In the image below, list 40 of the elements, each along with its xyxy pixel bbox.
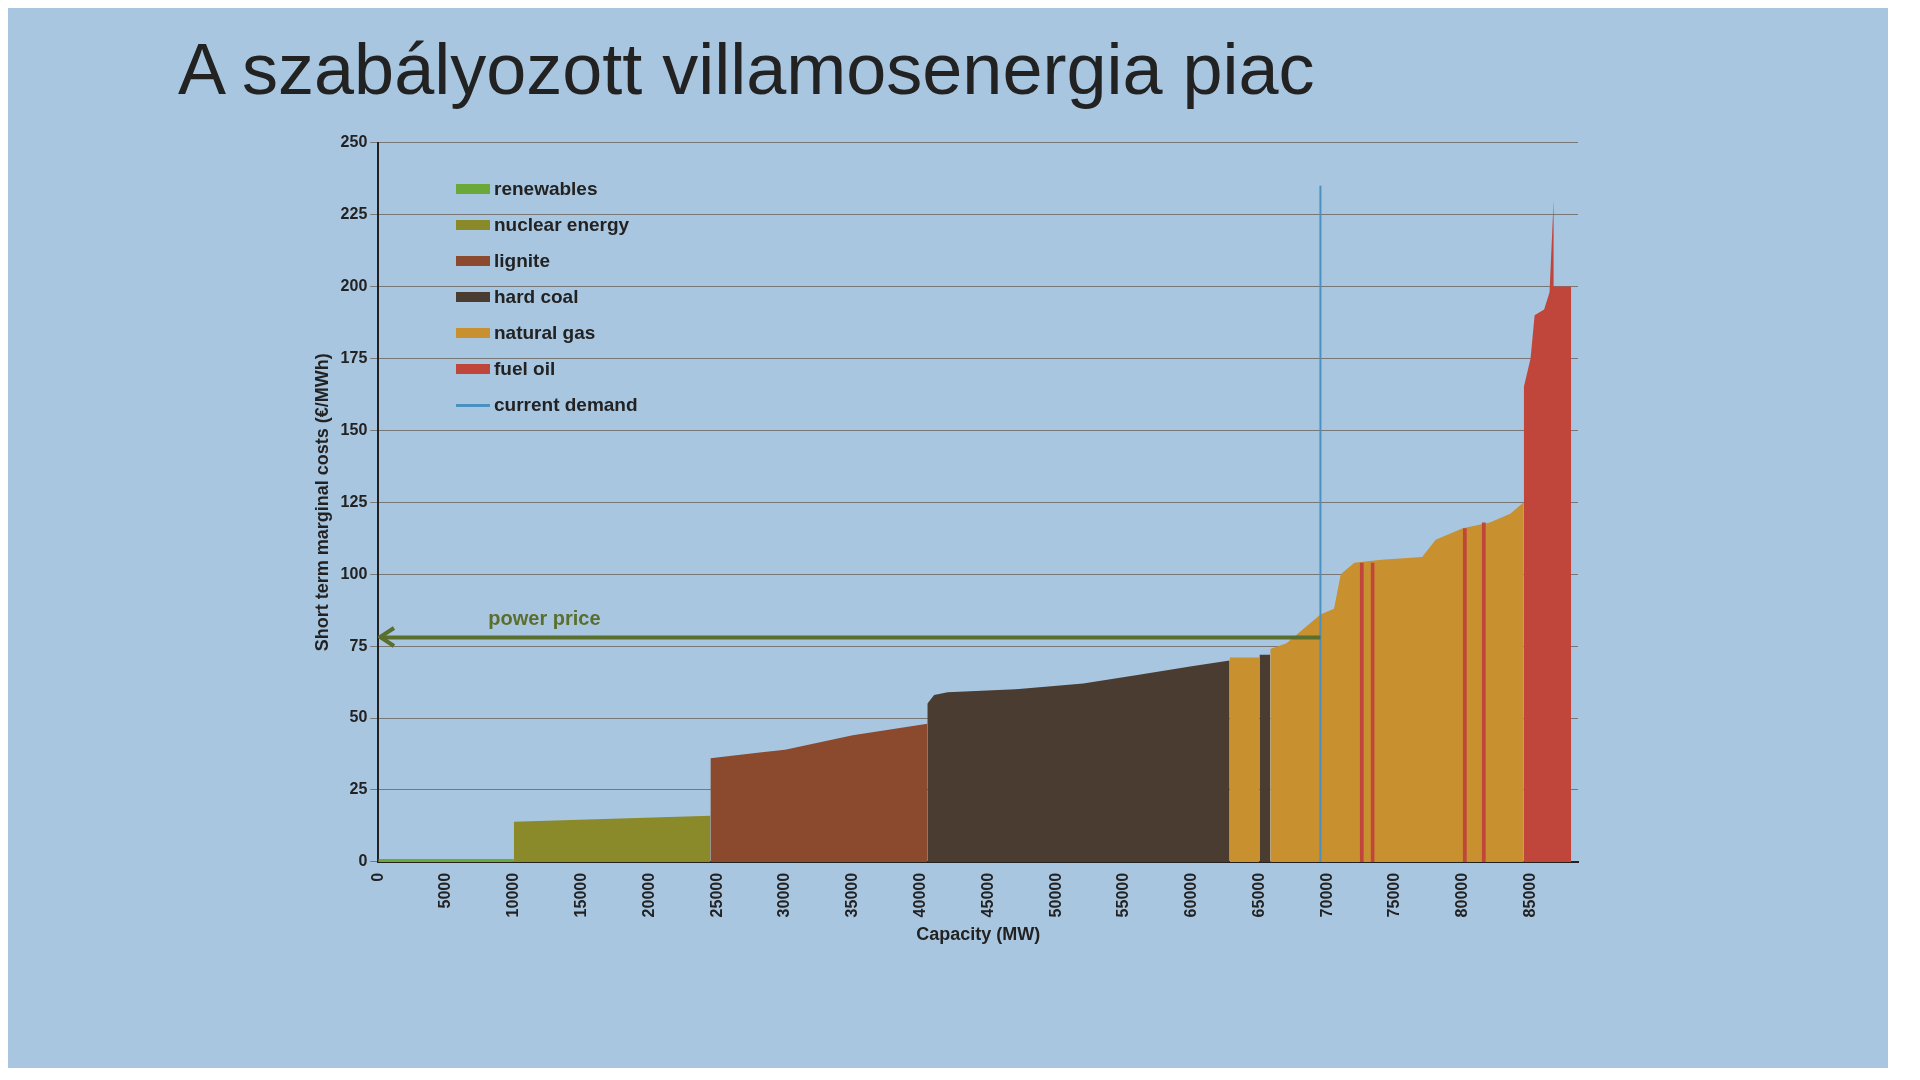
x-tick-label: 15000	[572, 872, 590, 918]
y-tick-label: 75	[349, 636, 368, 654]
x-tick-label: 20000	[639, 872, 657, 918]
legend-label: nuclear energy	[494, 214, 630, 236]
y-tick-label: 200	[340, 276, 368, 294]
y-tick-label: 0	[358, 852, 368, 870]
y-axis-title: Short term marginal costs (€/MWh)	[311, 353, 332, 652]
x-tick-label: 70000	[1317, 872, 1335, 918]
ref-line-label: power price	[488, 607, 601, 629]
x-tick-label: 80000	[1453, 872, 1471, 918]
y-tick-label: 50	[349, 708, 368, 726]
chart-title: A szabályozott villamosenergia piac	[178, 28, 1316, 110]
x-tick-label: 40000	[910, 872, 928, 918]
y-tick-label: 250	[340, 133, 368, 151]
y-tick-label: 150	[340, 420, 368, 438]
x-tick-label: 10000	[504, 872, 522, 918]
x-tick-label: 55000	[1114, 872, 1132, 918]
x-tick-label: 85000	[1520, 872, 1538, 918]
legend-label: current demand	[494, 394, 638, 416]
y-tick-label: 125	[340, 492, 368, 510]
x-tick-label: 0	[368, 872, 386, 882]
x-tick-label: 60000	[1182, 872, 1200, 918]
x-tick-label: 65000	[1249, 872, 1267, 918]
x-tick-label: 45000	[978, 872, 996, 918]
x-tick-label: 50000	[1046, 872, 1064, 918]
x-tick-label: 5000	[436, 872, 454, 909]
legend-label: fuel oil	[494, 358, 556, 380]
legend-label: renewables	[494, 178, 598, 200]
legend-label: natural gas	[494, 322, 596, 344]
y-tick-label: 175	[340, 348, 368, 366]
x-tick-label: 30000	[775, 872, 793, 918]
x-tick-label: 35000	[843, 872, 861, 918]
x-axis-title: Capacity (MW)	[916, 924, 1041, 945]
legend-label: hard coal	[494, 286, 579, 308]
y-tick-label: 225	[340, 204, 368, 222]
x-tick-label: 25000	[707, 872, 725, 918]
x-tick-label: 75000	[1385, 872, 1403, 918]
y-tick-label: 100	[340, 564, 368, 582]
y-tick-label: 25	[349, 780, 368, 798]
legend-label: lignite	[494, 250, 550, 272]
